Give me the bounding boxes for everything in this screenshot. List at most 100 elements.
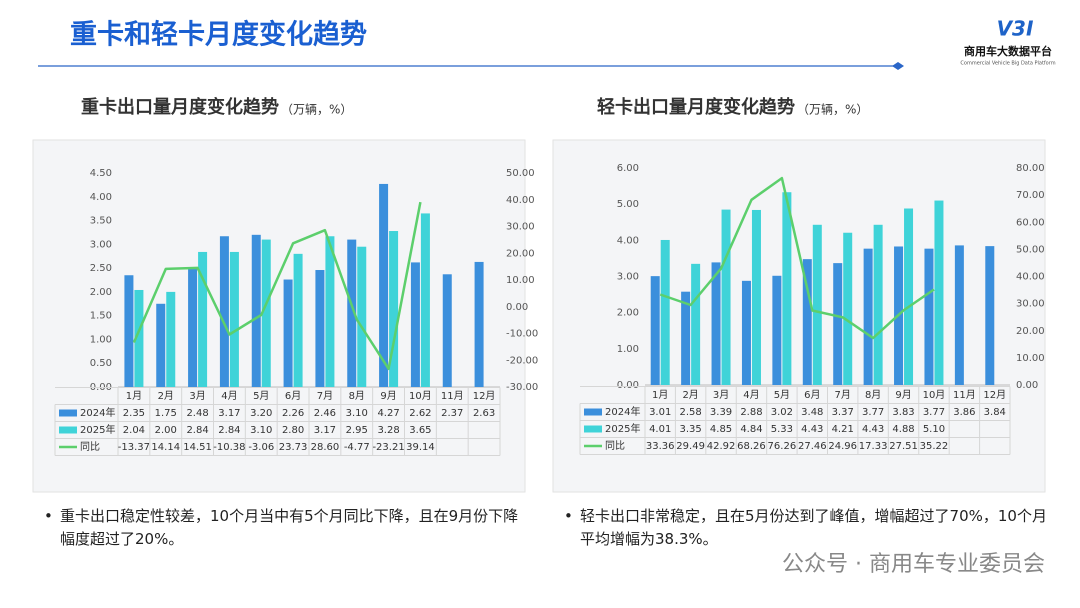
bar bbox=[843, 232, 853, 385]
bar bbox=[751, 209, 761, 385]
x-tick-label: 4月 bbox=[221, 390, 237, 402]
bar bbox=[166, 291, 176, 387]
table-value: 3.84 bbox=[984, 407, 1006, 418]
legend-swatch bbox=[59, 409, 77, 417]
table-value: 3.01 bbox=[649, 407, 671, 418]
logo-text: 商用车大数据平台 bbox=[964, 44, 1052, 58]
table-value: 4.01 bbox=[649, 424, 671, 435]
table-value: 2.84 bbox=[186, 425, 208, 436]
table-value: 3.37 bbox=[832, 407, 854, 418]
table-value: 39.14 bbox=[406, 442, 435, 453]
x-tick-label: 10月 bbox=[409, 390, 432, 402]
chart: 轻卡出口量月度变化趋势 （万辆，%） 0.00 1.00 2.00 3.00 4.00 5.0… bbox=[579, 96, 1045, 455]
bar bbox=[156, 303, 166, 387]
y2-tick-label: 40.00 bbox=[506, 195, 535, 206]
table-value: -4.77 bbox=[344, 442, 370, 453]
bar bbox=[219, 236, 229, 387]
bar bbox=[863, 248, 873, 385]
bar bbox=[325, 236, 335, 387]
y-tick-label: 3.00 bbox=[90, 239, 112, 250]
x-tick-label: 1月 bbox=[126, 390, 142, 402]
bar bbox=[660, 239, 670, 385]
bar bbox=[833, 263, 843, 385]
legend-label: 同比 bbox=[605, 440, 625, 452]
bullet: 重卡出口稳定性较差，10个月当中有5个月同比下降，且在9月份下降幅度超过了20%… bbox=[44, 505, 530, 551]
table-value: 2.88 bbox=[740, 407, 762, 418]
y-tick-label: 0.50 bbox=[90, 358, 112, 369]
table-value: 42.92 bbox=[707, 441, 736, 452]
chart-title: 轻卡出口量月度变化趋势 bbox=[597, 96, 795, 118]
table-value: 14.14 bbox=[151, 442, 180, 453]
y2-tick-label: -10.00 bbox=[506, 329, 538, 340]
bar bbox=[924, 248, 934, 385]
table-value: 3.10 bbox=[346, 408, 368, 419]
bar bbox=[293, 253, 303, 387]
table-value: 2.58 bbox=[679, 407, 701, 418]
bar bbox=[229, 251, 239, 387]
bar bbox=[389, 231, 399, 387]
table-value: 3.35 bbox=[679, 424, 701, 435]
x-tick-label: 3月 bbox=[713, 389, 729, 401]
y2-tick-label: 50.00 bbox=[506, 168, 535, 179]
y2-tick-label: 30.00 bbox=[1016, 299, 1045, 310]
table-value: 2.63 bbox=[473, 408, 495, 419]
table-value: 29.49 bbox=[676, 441, 705, 452]
x-tick-label: 7月 bbox=[317, 390, 333, 402]
x-tick-label: 9月 bbox=[895, 389, 911, 401]
x-tick-label: 2月 bbox=[682, 389, 698, 401]
bar bbox=[954, 245, 964, 385]
bar bbox=[691, 263, 701, 385]
y2-tick-label: 50.00 bbox=[1016, 244, 1045, 255]
bar bbox=[681, 291, 691, 385]
x-tick-label: 5月 bbox=[253, 390, 269, 402]
bar bbox=[379, 183, 389, 387]
bar bbox=[904, 208, 914, 385]
table-value: 27.46 bbox=[798, 441, 827, 452]
y-tick-label: 1.00 bbox=[617, 344, 639, 355]
y-tick-label: 0.00 bbox=[617, 380, 639, 391]
x-tick-label: 2月 bbox=[158, 390, 174, 402]
bar bbox=[802, 259, 812, 385]
bar bbox=[357, 246, 367, 387]
legend-swatch bbox=[584, 425, 602, 433]
bar bbox=[283, 279, 293, 387]
legend-label: 2024年 bbox=[605, 405, 640, 418]
bar bbox=[711, 262, 721, 385]
table-value: 28.60 bbox=[311, 442, 340, 453]
table-value: 4.84 bbox=[740, 424, 762, 435]
table-value: 3.20 bbox=[250, 408, 272, 419]
bar bbox=[410, 262, 420, 387]
table-value: 2.37 bbox=[441, 408, 463, 419]
table-value: 3.28 bbox=[377, 425, 399, 436]
x-tick-label: 10月 bbox=[923, 389, 946, 401]
line-series bbox=[132, 201, 422, 371]
legend-swatch bbox=[59, 426, 77, 434]
table-value: 17.33 bbox=[859, 441, 888, 452]
table-value: 4.43 bbox=[862, 424, 884, 435]
bar bbox=[782, 192, 792, 385]
table-value: 3.10 bbox=[250, 425, 272, 436]
table-value: 2.46 bbox=[314, 408, 336, 419]
table-value: 3.86 bbox=[953, 407, 975, 418]
logo-subtext: Commercial Vehicle Big Data Platform bbox=[960, 61, 1055, 67]
slide-title: 重卡和轻卡月度变化趋势 bbox=[70, 19, 367, 51]
bar bbox=[985, 246, 995, 385]
table-value: 2.26 bbox=[282, 408, 304, 419]
table-value: 3.48 bbox=[801, 407, 823, 418]
table-value: 4.43 bbox=[801, 424, 823, 435]
table-value: -23.21 bbox=[372, 442, 404, 453]
line-series bbox=[659, 176, 935, 340]
chart-title: 重卡出口量月度变化趋势 bbox=[81, 96, 279, 118]
legend-swatch bbox=[584, 408, 602, 416]
table-value: 2.04 bbox=[123, 425, 145, 436]
bar bbox=[873, 224, 883, 385]
bar bbox=[420, 213, 430, 387]
y-tick-label: 1.00 bbox=[90, 334, 112, 345]
table-value: 3.02 bbox=[771, 407, 793, 418]
table-value: 5.10 bbox=[923, 424, 945, 435]
title-rule-dot bbox=[892, 62, 904, 70]
table-value: -13.37 bbox=[118, 442, 150, 453]
y-tick-label: 3.00 bbox=[617, 272, 639, 283]
